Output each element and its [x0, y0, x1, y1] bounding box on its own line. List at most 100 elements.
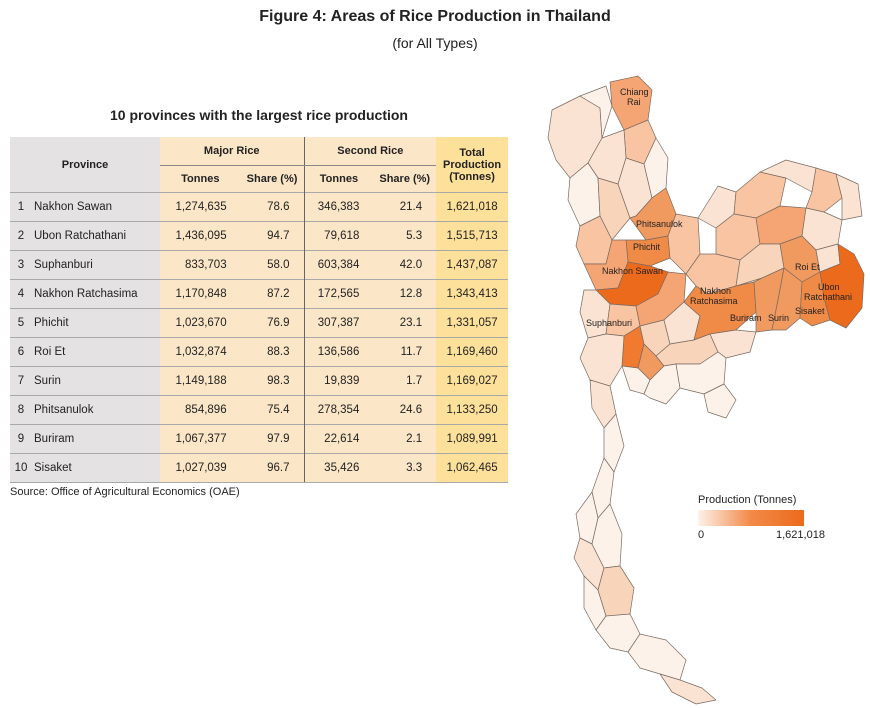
row-total: 1,089,991 — [436, 424, 508, 454]
legend-title: Production (Tonnes) — [698, 494, 797, 506]
row-rank: 7 — [10, 366, 32, 396]
row-total: 1,343,413 — [436, 279, 508, 309]
thailand-map: Chiang Rai Phitsanulok Phichit Nakhon Sa… — [547, 75, 865, 705]
header-total-line3: (Tonnes) — [449, 170, 495, 183]
legend-min-label: 0 — [698, 529, 705, 541]
province-south-h — [627, 633, 687, 681]
row-province: Phichit — [32, 308, 160, 338]
map-label-chiang-rai-2: Rai — [627, 97, 641, 107]
row-second-share: 11.7 — [373, 337, 437, 367]
header-second-share: Share (%) — [373, 165, 437, 193]
map-label-chiang-rai-1: Chiang — [620, 87, 649, 97]
row-major-share: 97.9 — [240, 424, 304, 454]
table-row: 2 Ubon Ratchathani 1,436,095 94.7 79,618 5.3 1… — [10, 221, 508, 251]
row-total: 1,062,465 — [436, 453, 508, 483]
legend-max-label: 1,621,018 — [776, 529, 825, 541]
row-total: 1,437,087 — [436, 250, 508, 280]
row-second-share: 12.8 — [373, 279, 437, 309]
row-major-share: 78.6 — [240, 192, 304, 222]
row-second-share: 3.3 — [373, 453, 437, 483]
province-south-i — [659, 673, 717, 705]
map-label-nakhon-ratchasima-2: Ratchasima — [690, 296, 738, 306]
table-row: 4 Nakhon Ratchasima 1,170,848 87.2 172,565 12… — [10, 279, 508, 309]
row-second-tonnes: 346,383 — [303, 192, 374, 222]
header-total-line1: Total — [459, 146, 485, 159]
rice-production-table: Province Major Rice Second Rice Total Pr… — [10, 137, 508, 483]
province-west-coast-b — [603, 413, 625, 473]
map-label-buriram: Buriram — [730, 313, 762, 323]
header-major-tonnes: Tonnes — [160, 165, 241, 193]
row-major-tonnes: 1,067,377 — [160, 424, 241, 454]
row-rank: 6 — [10, 337, 32, 367]
legend-color-scale — [698, 510, 804, 526]
row-province: Ubon Ratchathani — [32, 221, 160, 251]
map-provinces — [547, 75, 865, 705]
province-north-e — [597, 177, 631, 241]
figure-title: Figure 4: Areas of Rice Production in Th… — [259, 8, 611, 25]
row-province: Roi Et — [32, 337, 160, 367]
row-province: Phitsanulok — [32, 395, 160, 425]
row-second-share: 24.6 — [373, 395, 437, 425]
map-label-ubon-1: Ubon — [818, 282, 840, 292]
table-row: 6 Roi Et 1,032,874 88.3 136,586 11.7 1,169,460 — [10, 337, 508, 367]
table-row: 8 Phitsanulok 854,896 75.4 278,354 24.6 1,133,… — [10, 395, 508, 425]
header-major-rice: Major Rice — [160, 137, 304, 166]
row-second-share: 21.4 — [373, 192, 437, 222]
map-label-phitsanulok: Phitsanulok — [636, 219, 683, 229]
table-row: 5 Phichit 1,023,670 76.9 307,387 23.1 1,331,05… — [10, 308, 508, 338]
row-second-tonnes: 172,565 — [303, 279, 374, 309]
header-second-rice: Second Rice — [303, 137, 437, 166]
row-second-share: 23.1 — [373, 308, 437, 338]
row-major-tonnes: 1,436,095 — [160, 221, 241, 251]
table-row: 3 Suphanburi 833,703 58.0 603,384 42.0 1,437,0… — [10, 250, 508, 280]
row-total: 1,169,460 — [436, 337, 508, 367]
map-label-surin: Surin — [768, 313, 789, 323]
row-second-tonnes: 79,618 — [303, 221, 374, 251]
map-label-phichit: Phichit — [633, 242, 661, 252]
row-province: Nakhon Sawan — [32, 192, 160, 222]
map-labels: Chiang Rai Phitsanulok Phichit Nakhon Sa… — [586, 87, 852, 328]
row-rank: 5 — [10, 308, 32, 338]
row-rank: 3 — [10, 250, 32, 280]
row-major-share: 87.2 — [240, 279, 304, 309]
province-kanchanaburi — [579, 333, 625, 387]
row-major-tonnes: 1,023,670 — [160, 308, 241, 338]
row-major-share: 94.7 — [240, 221, 304, 251]
province-south-f — [597, 565, 635, 617]
table-row: 10 Sisaket 1,027,039 96.7 35,426 3.3 1,062,465 — [10, 453, 508, 483]
map-label-nakhon-sawan: Nakhon Sawan — [602, 266, 663, 276]
row-major-tonnes: 854,896 — [160, 395, 241, 425]
row-total: 1,515,713 — [436, 221, 508, 251]
header-total-production: Total Production (Tonnes) — [436, 137, 508, 193]
row-province: Sisaket — [32, 453, 160, 483]
row-province: Nakhon Ratchasima — [32, 279, 160, 309]
row-province: Buriram — [32, 424, 160, 454]
table-row: 1 Nakhon Sawan 1,274,635 78.6 346,383 21.4 1,6… — [10, 192, 508, 222]
row-second-tonnes: 19,839 — [303, 366, 374, 396]
row-province: Suphanburi — [32, 250, 160, 280]
row-total: 1,621,018 — [436, 192, 508, 222]
header-province: Province — [10, 137, 160, 193]
row-total: 1,133,250 — [436, 395, 508, 425]
map-label-sisaket: Sisaket — [795, 306, 825, 316]
row-rank: 9 — [10, 424, 32, 454]
row-major-share: 76.9 — [240, 308, 304, 338]
row-major-share: 75.4 — [240, 395, 304, 425]
row-major-tonnes: 1,027,039 — [160, 453, 241, 483]
province-east-d — [675, 351, 727, 395]
row-rank: 1 — [10, 192, 32, 222]
row-major-share: 58.0 — [240, 250, 304, 280]
province-nakhonphanom — [835, 173, 863, 221]
table-row: 9 Buriram 1,067,377 97.9 22,614 2.1 1,089,991 — [10, 424, 508, 454]
table-row: 7 Surin 1,149,188 98.3 19,839 1.7 1,169,027 — [10, 366, 508, 396]
row-second-share: 2.1 — [373, 424, 437, 454]
province-bangkok-area — [621, 365, 651, 395]
row-total: 1,331,057 — [436, 308, 508, 338]
figure-subtitle: (for All Types) — [392, 35, 478, 51]
row-second-share: 1.7 — [373, 366, 437, 396]
row-major-share: 98.3 — [240, 366, 304, 396]
table-body: 1 Nakhon Sawan 1,274,635 78.6 346,383 21.4 1,6… — [10, 192, 508, 483]
source-note: Source: Office of Agricultural Economics… — [10, 486, 240, 498]
header-total-line2: Production — [443, 158, 502, 171]
province-sisaket — [799, 271, 831, 327]
